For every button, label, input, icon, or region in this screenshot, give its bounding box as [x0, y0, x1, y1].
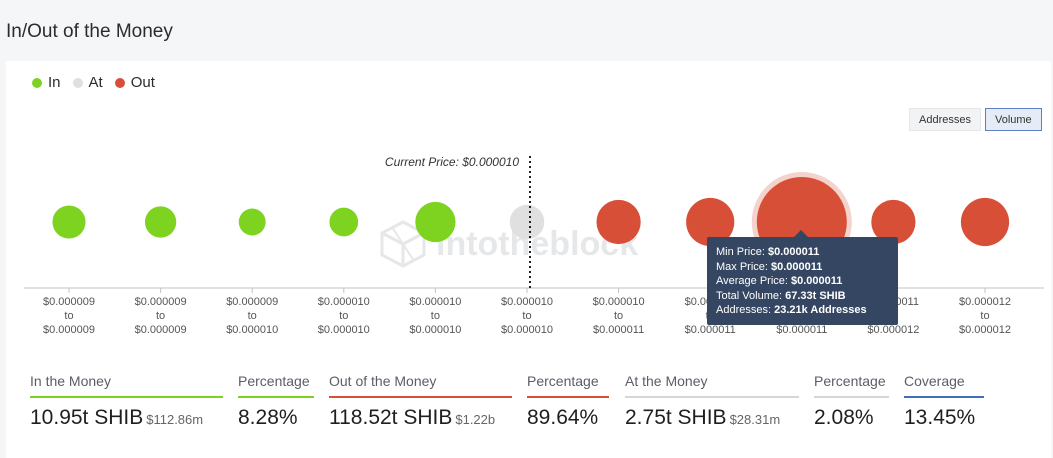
- legend-item-in[interactable]: In: [32, 74, 61, 91]
- stat-in-percentage: Percentage 8.28%: [238, 373, 314, 430]
- bubble-out[interactable]: [686, 197, 735, 247]
- stat-out-pct-value: 89.64%: [527, 406, 599, 429]
- tooltip-total-volume: Total Volume: 67.33t SHIB: [716, 289, 846, 302]
- legend-dot-in: [32, 77, 42, 88]
- stat-out-of-the-money: Out of the Money 118.52t SHIB $1.22b: [329, 373, 512, 430]
- stat-in-usd: $112.86m: [146, 412, 204, 427]
- x-tick-label: $0.000010: [501, 324, 553, 336]
- legend-dot-out: [114, 77, 125, 88]
- stat-coverage-label: Coverage: [904, 373, 984, 398]
- legend-label-out: Out: [130, 74, 155, 91]
- x-tick-label: $0.000010: [409, 296, 461, 308]
- x-tick-label: $0.000011: [776, 324, 827, 336]
- bubble-out[interactable]: [960, 197, 1010, 247]
- stat-out-value: 118.52t SHIB $1.22b: [329, 406, 496, 429]
- stat-at-label: At the Money: [625, 373, 799, 398]
- bubble-at[interactable]: [509, 204, 545, 240]
- page-title: In/Out of the Money: [6, 21, 173, 42]
- stat-at-percentage: Percentage 2.08%: [814, 373, 889, 430]
- x-tick-label: $0.000009: [43, 296, 95, 308]
- metric-toggle: Addresses Volume: [909, 108, 1042, 131]
- stat-at-value: 2.75t SHIB $28.31m: [625, 406, 781, 429]
- x-tick-label: $0.000010: [593, 296, 645, 308]
- x-tick-label: to: [64, 310, 73, 322]
- bubble-in[interactable]: [144, 206, 177, 238]
- stat-out-usd: $1.22b: [455, 412, 496, 427]
- x-tick-label: $0.000010: [318, 324, 370, 336]
- stat-out-pct-label: Percentage: [527, 373, 609, 398]
- bubble-in[interactable]: [415, 201, 456, 243]
- bubble-out[interactable]: [596, 199, 641, 245]
- bubble-out[interactable]: [871, 199, 916, 245]
- volume-button[interactable]: Volume: [984, 108, 1042, 131]
- x-tick-label: $0.000012: [959, 296, 1011, 308]
- legend-item-out[interactable]: Out: [114, 74, 155, 91]
- x-tick-label: $0.000010: [318, 296, 370, 308]
- stat-in-pct-value: 8.28%: [238, 406, 298, 429]
- current-price-label: Current Price: $0.000010: [385, 155, 519, 169]
- x-tick-label: $0.000009: [135, 324, 187, 336]
- chart-legend: In At Out: [32, 74, 155, 91]
- tooltip-addresses: Addresses: 23.21k Addresses: [716, 304, 867, 316]
- x-tick-label: $0.000010: [409, 324, 461, 336]
- x-tick-label: $0.000011: [593, 324, 644, 336]
- tooltip-max-price: Max Price: $0.000011: [716, 260, 823, 273]
- legend-label-in: In: [48, 74, 61, 91]
- x-tick-label: $0.000009: [135, 296, 187, 308]
- bubble-tooltip: Min Price: $0.000011 Max Price: $0.00001…: [707, 230, 898, 325]
- stat-in-value: 10.95t SHIB $112.86m: [30, 406, 204, 429]
- x-tick-label: $0.000009: [43, 324, 95, 336]
- x-tick-label: to: [248, 310, 257, 322]
- stat-at-pct-value: 2.08%: [814, 406, 874, 429]
- tooltip-min-price: Min Price: $0.000011: [716, 246, 820, 258]
- x-tick-label: $0.000010: [226, 324, 278, 336]
- stat-coverage: Coverage 13.45%: [904, 373, 984, 430]
- bubble-in[interactable]: [238, 208, 266, 236]
- x-tick-label: $0.000010: [501, 296, 553, 308]
- x-tick-label: to: [431, 310, 440, 322]
- x-tick-label: $0.000012: [867, 324, 919, 336]
- x-tick-label: $0.000012: [959, 324, 1011, 336]
- x-tick-label: to: [339, 310, 348, 322]
- stat-out-label: Out of the Money: [329, 373, 512, 398]
- bubble-in[interactable]: [329, 207, 359, 237]
- stat-at-usd: $28.31m: [729, 412, 781, 427]
- stat-in-label: In the Money: [30, 373, 223, 398]
- x-tick-label: to: [614, 310, 623, 322]
- stat-in-the-money: In the Money 10.95t SHIB $112.86m: [30, 373, 223, 430]
- stat-out-percentage: Percentage 89.64%: [527, 373, 609, 430]
- stat-in-pct-label: Percentage: [238, 373, 314, 398]
- iotm-card: In At Out Addresses Volume intotheblock …: [6, 61, 1051, 458]
- x-tick-label: to: [980, 310, 989, 322]
- legend-item-at[interactable]: At: [72, 74, 103, 91]
- bubble-in[interactable]: [52, 205, 86, 239]
- stat-at-pct-label: Percentage: [814, 373, 889, 398]
- tooltip-avg-price: Average Price: $0.000011: [716, 275, 843, 287]
- x-tick-label: $0.000009: [226, 296, 278, 308]
- stat-coverage-value: 13.45%: [904, 406, 976, 429]
- x-tick-label: $0.000011: [685, 324, 736, 336]
- x-tick-label: to: [522, 310, 531, 322]
- iotm-bubble-chart: $0.000009 to $0.000009 $0.000009 to $0.000009…: [24, 155, 1044, 336]
- legend-label-at: At: [88, 74, 103, 91]
- addresses-button[interactable]: Addresses: [909, 108, 981, 131]
- legend-dot-at: [72, 77, 83, 88]
- x-tick-label: to: [156, 310, 165, 322]
- stat-at-the-money: At the Money 2.75t SHIB $28.31m: [625, 373, 799, 430]
